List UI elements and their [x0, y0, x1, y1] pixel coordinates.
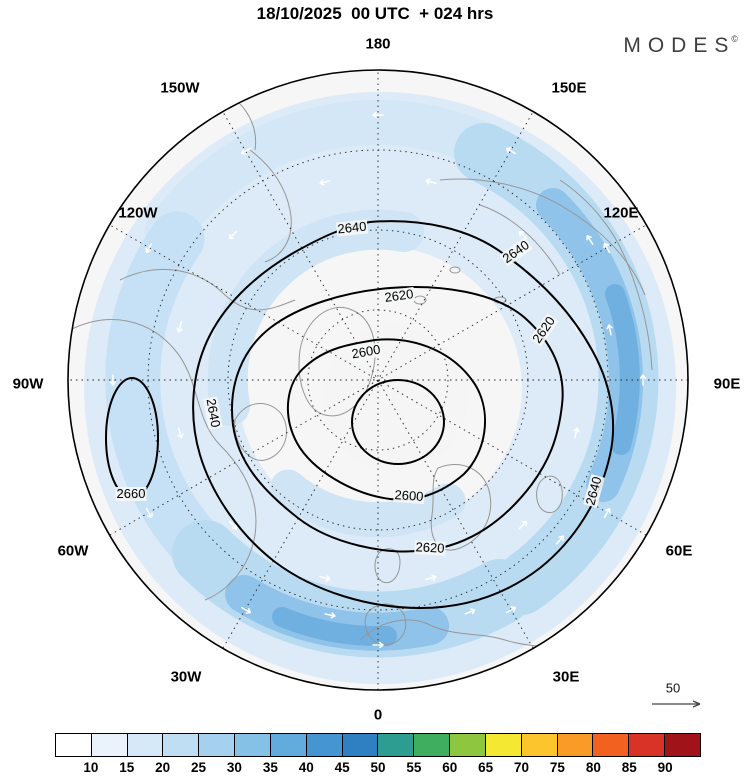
colorbar-tick-label: 25 — [191, 760, 207, 775]
colorbar-cell — [665, 734, 700, 756]
graticule — [68, 70, 688, 690]
colorbar-cell — [593, 734, 630, 756]
colorbar-cell — [127, 734, 164, 756]
colorbar-cell — [235, 734, 271, 756]
copyright-mark: © — [731, 34, 738, 44]
colorbar-tick-label: 20 — [155, 760, 171, 775]
colorbar-cell — [378, 734, 415, 756]
chart-title: 18/10/2025 00 UTC + 024 hrs — [256, 4, 494, 23]
colorbar-cell — [521, 734, 558, 756]
colorbar-cell — [342, 734, 379, 756]
lon-label-150e: 150E — [551, 79, 587, 97]
colorbar-cell — [557, 734, 594, 756]
lon-label-90e: 90E — [713, 375, 741, 393]
wind-scale-value: 50 — [665, 680, 681, 696]
colorbar-tick-label: 50 — [370, 760, 386, 775]
wind-scale-arrow — [652, 700, 701, 708]
colorbar-tick-label: 30 — [226, 760, 242, 775]
lon-label-150w: 150W — [160, 79, 200, 97]
lon-label-180: 180 — [365, 35, 391, 53]
colorbar-tick-label: 75 — [549, 760, 565, 775]
colorbar-tick-label: 10 — [83, 760, 99, 775]
colorbar-cell — [450, 734, 486, 756]
colorbar-tick-label: 70 — [514, 760, 530, 775]
lon-label-30w: 30W — [170, 668, 202, 686]
colorbar-tick-label: 40 — [298, 760, 314, 775]
lon-label-60e: 60E — [665, 542, 693, 560]
colorbar-cell — [91, 734, 128, 756]
colorbar-tick-label: 65 — [478, 760, 494, 775]
contour-inner — [351, 379, 445, 465]
colorbar-tick-label: 85 — [621, 760, 637, 775]
contour-label: 2600 — [393, 487, 425, 505]
colorbar-cell — [56, 734, 92, 756]
colorbar-tick-label: 90 — [657, 760, 673, 775]
colorbar-cell — [306, 734, 343, 756]
lon-label-120w: 120W — [118, 204, 158, 222]
lon-label-30e: 30E — [552, 668, 580, 686]
lon-label-90w: 90W — [12, 375, 44, 393]
map-boundary-circle — [67, 69, 689, 691]
contour-label: 2660 — [115, 486, 147, 501]
colorbar-tick-label: 15 — [119, 760, 135, 775]
colorbar-cell — [163, 734, 200, 756]
wind-speed-shading — [84, 92, 677, 685]
colorbar-cell — [270, 734, 307, 756]
colorbar-cell — [199, 734, 236, 756]
colorbar-cell — [629, 734, 666, 756]
coastlines — [69, 94, 653, 656]
lon-label-0: 0 — [373, 706, 383, 724]
contour-label: 2620 — [414, 539, 446, 556]
colorbar-cell — [485, 734, 522, 756]
colorbar-cell — [414, 734, 451, 756]
colorbar-tick-label: 35 — [262, 760, 278, 775]
lon-label-60w: 60W — [57, 542, 89, 560]
colorbar — [55, 733, 701, 757]
colorbar-tick-label: 55 — [406, 760, 422, 775]
contour-2640 — [192, 220, 615, 609]
modes-logo: MODES© — [623, 34, 738, 58]
colorbar-labels: 10 15 20 25 30 35 40 45 50 55 60 65 70 75 80 85 90 — [55, 760, 701, 778]
modes-logo-text: MODES — [623, 34, 736, 57]
colorbar-tick-label: 60 — [442, 760, 458, 775]
colorbar-tick-label: 80 — [585, 760, 601, 775]
colorbar-tick-label: 45 — [334, 760, 350, 775]
lon-label-120e: 120E — [603, 204, 639, 222]
